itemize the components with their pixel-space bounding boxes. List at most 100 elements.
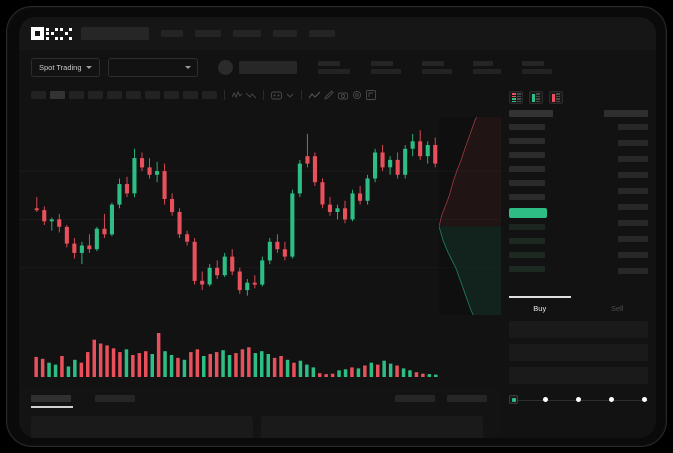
orderbook-ask-row[interactable] bbox=[509, 180, 545, 186]
spot-trading-dropdown[interactable]: Spot Trading bbox=[31, 58, 100, 77]
orderbook-ask-row[interactable] bbox=[509, 194, 545, 200]
toolbar-divider bbox=[263, 90, 264, 100]
logo-o-glyph bbox=[31, 27, 44, 40]
orderbook-trade-row[interactable] bbox=[618, 188, 648, 194]
percent-slider-stop-100[interactable] bbox=[642, 396, 647, 402]
order-total-input[interactable] bbox=[509, 367, 648, 384]
orderbook-bid-row[interactable] bbox=[509, 252, 545, 258]
orders-panel bbox=[19, 387, 501, 438]
timeframe-button-5[interactable] bbox=[126, 91, 141, 99]
orderbook-bid-row[interactable] bbox=[509, 224, 545, 230]
timeframe-button-8[interactable] bbox=[183, 91, 198, 99]
timeframe-button-2[interactable] bbox=[69, 91, 84, 99]
orderbook-sidebar: Buy Sell bbox=[501, 85, 656, 438]
orderbook-ask-row[interactable] bbox=[509, 166, 545, 172]
orderbook-trade-row[interactable] bbox=[618, 156, 648, 162]
timeframe-button-4[interactable] bbox=[107, 91, 122, 99]
top-navigation-bar bbox=[19, 17, 656, 50]
candlestick-chart[interactable] bbox=[19, 105, 501, 315]
orderbook-ask-row[interactable] bbox=[509, 138, 545, 144]
tab-buy[interactable]: Buy bbox=[501, 296, 579, 319]
orderbook-mode-bids-only-icon[interactable] bbox=[529, 91, 543, 104]
percent-slider-stop-25[interactable] bbox=[543, 396, 548, 402]
percent-slider-handle[interactable] bbox=[509, 395, 518, 404]
stat-value bbox=[370, 69, 401, 74]
chevron-down-icon bbox=[184, 66, 191, 69]
percent-slider-stop-75[interactable] bbox=[609, 396, 614, 402]
orderbook-trade-row[interactable] bbox=[618, 236, 648, 242]
orderbook-header-left bbox=[509, 110, 553, 117]
pair-select-dropdown[interactable] bbox=[107, 58, 198, 77]
buy-sell-tabs: Buy Sell bbox=[501, 296, 657, 319]
nav-item-2[interactable] bbox=[233, 30, 261, 37]
orders-tab-0[interactable] bbox=[31, 395, 73, 408]
orders-action-0[interactable] bbox=[395, 395, 435, 402]
tab-sell[interactable]: Sell bbox=[579, 297, 657, 319]
stat-label bbox=[317, 61, 340, 66]
market-stats bbox=[297, 61, 552, 74]
fullscreen-icon[interactable] bbox=[366, 90, 376, 100]
percent-slider-stop-50[interactable] bbox=[576, 396, 581, 402]
orderbook-trade-row[interactable] bbox=[618, 140, 648, 146]
stat-group-0 bbox=[317, 61, 350, 74]
orderbook-ask-row[interactable] bbox=[509, 152, 545, 158]
template-icon[interactable] bbox=[271, 91, 282, 100]
stat-label bbox=[421, 61, 444, 66]
indicator-icon[interactable] bbox=[232, 90, 242, 100]
orderbook-bid-row[interactable] bbox=[509, 238, 545, 244]
pair-avatar bbox=[217, 60, 233, 75]
compare-icon[interactable] bbox=[246, 91, 256, 100]
orderbook-mode-asks-only-icon[interactable] bbox=[549, 91, 563, 104]
last-price-group bbox=[217, 60, 297, 75]
timeframe-button-0[interactable] bbox=[31, 91, 46, 99]
depth-chart-overlay bbox=[439, 117, 501, 345]
order-amount-input[interactable] bbox=[509, 344, 648, 361]
orderbook-mode-both-icon[interactable] bbox=[509, 91, 523, 104]
tab-sell-label: Sell bbox=[610, 303, 624, 313]
camera-icon[interactable] bbox=[338, 91, 348, 100]
last-price-value bbox=[238, 61, 297, 74]
volume-svg bbox=[34, 333, 438, 377]
nav-item-3[interactable] bbox=[273, 30, 297, 37]
nav-item-0[interactable] bbox=[161, 30, 183, 37]
orders-cards bbox=[31, 416, 483, 438]
orderbook-trade-row[interactable] bbox=[618, 220, 648, 226]
logo-x-glyph bbox=[60, 27, 72, 40]
orderbook-trade-row[interactable] bbox=[618, 268, 648, 274]
okx-logo[interactable] bbox=[31, 27, 72, 40]
orderbook-bid-row[interactable] bbox=[509, 266, 545, 272]
orderbook-trade-row[interactable] bbox=[618, 172, 648, 178]
stat-label bbox=[472, 61, 493, 66]
chevron-down-icon[interactable] bbox=[286, 91, 294, 99]
orderbook-rows[interactable] bbox=[501, 110, 656, 310]
settings-gear-icon[interactable] bbox=[352, 90, 362, 100]
pair-stats-bar: Spot Trading bbox=[19, 50, 656, 85]
nav-item-4[interactable] bbox=[309, 30, 335, 37]
stat-group-2 bbox=[421, 61, 452, 74]
nav-menu bbox=[149, 30, 335, 37]
orders-tab-1[interactable] bbox=[95, 395, 135, 402]
orders-action-1[interactable] bbox=[447, 395, 487, 402]
tab-buy-label: Buy bbox=[533, 303, 547, 313]
stat-group-3 bbox=[472, 61, 501, 74]
timeframe-button-3[interactable] bbox=[88, 91, 103, 99]
timeframe-button-6[interactable] bbox=[145, 91, 160, 99]
search-input[interactable] bbox=[81, 27, 149, 40]
orderbook-ask-row[interactable] bbox=[509, 124, 545, 130]
order-price-input[interactable] bbox=[509, 321, 648, 338]
orderbook-trade-row[interactable] bbox=[618, 204, 648, 210]
stat-label bbox=[370, 61, 393, 66]
timeframe-button-7[interactable] bbox=[164, 91, 179, 99]
timeframe-button-9[interactable] bbox=[202, 91, 217, 99]
orderbook-trade-row[interactable] bbox=[618, 252, 648, 258]
percent-slider[interactable] bbox=[509, 394, 648, 406]
volume-histogram[interactable] bbox=[19, 315, 501, 387]
timeframe-button-1[interactable] bbox=[50, 91, 65, 99]
orderbook-trade-row[interactable] bbox=[618, 124, 648, 130]
orders-card-1[interactable] bbox=[261, 416, 483, 438]
orderbook-spread-row[interactable] bbox=[509, 208, 547, 218]
draw-pencil-icon[interactable] bbox=[324, 90, 334, 100]
orders-card-0[interactable] bbox=[31, 416, 253, 438]
nav-item-1[interactable] bbox=[195, 30, 221, 37]
line-chart-icon[interactable] bbox=[309, 91, 320, 100]
